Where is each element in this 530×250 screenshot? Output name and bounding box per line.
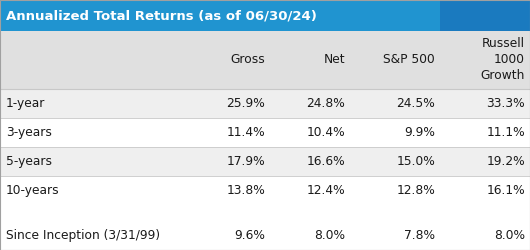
Text: 1000: 1000: [494, 54, 525, 66]
Text: 19.2%: 19.2%: [487, 155, 525, 168]
Text: 10.4%: 10.4%: [306, 126, 345, 139]
Text: 8.0%: 8.0%: [494, 229, 525, 242]
Text: 12.4%: 12.4%: [306, 184, 345, 197]
Text: 7.8%: 7.8%: [404, 229, 435, 242]
Text: 9.6%: 9.6%: [234, 229, 265, 242]
Text: Net: Net: [323, 54, 345, 66]
Text: 12.8%: 12.8%: [396, 184, 435, 197]
Bar: [0, 205, 530, 221]
Text: 10-years: 10-years: [6, 184, 59, 197]
Bar: [0, 31, 530, 88]
Text: 1-year: 1-year: [6, 96, 46, 110]
Text: 8.0%: 8.0%: [314, 229, 345, 242]
Bar: [0, 118, 530, 147]
Text: Growth: Growth: [481, 70, 525, 82]
Text: S&P 500: S&P 500: [383, 54, 435, 66]
Text: 17.9%: 17.9%: [226, 155, 265, 168]
Text: 11.4%: 11.4%: [226, 126, 265, 139]
Text: 25.9%: 25.9%: [226, 96, 265, 110]
Bar: [0, 0, 530, 31]
Text: Annualized Total Returns (as of 06/30/24): Annualized Total Returns (as of 06/30/24…: [6, 9, 317, 22]
Bar: [0, 221, 530, 250]
Text: Since Inception (3/31/99): Since Inception (3/31/99): [6, 229, 160, 242]
Text: 24.8%: 24.8%: [306, 96, 345, 110]
Text: 13.8%: 13.8%: [226, 184, 265, 197]
Text: 24.5%: 24.5%: [396, 96, 435, 110]
Bar: [0, 176, 530, 205]
Text: 16.1%: 16.1%: [487, 184, 525, 197]
Text: Russell: Russell: [482, 37, 525, 50]
Text: 5-years: 5-years: [6, 155, 52, 168]
Text: 15.0%: 15.0%: [396, 155, 435, 168]
Bar: [440, 0, 530, 31]
Text: Gross: Gross: [230, 54, 265, 66]
Bar: [0, 88, 530, 118]
Bar: [0, 147, 530, 176]
Text: 16.6%: 16.6%: [306, 155, 345, 168]
Text: 3-years: 3-years: [6, 126, 52, 139]
Text: 9.9%: 9.9%: [404, 126, 435, 139]
Text: 33.3%: 33.3%: [487, 96, 525, 110]
Text: 11.1%: 11.1%: [487, 126, 525, 139]
